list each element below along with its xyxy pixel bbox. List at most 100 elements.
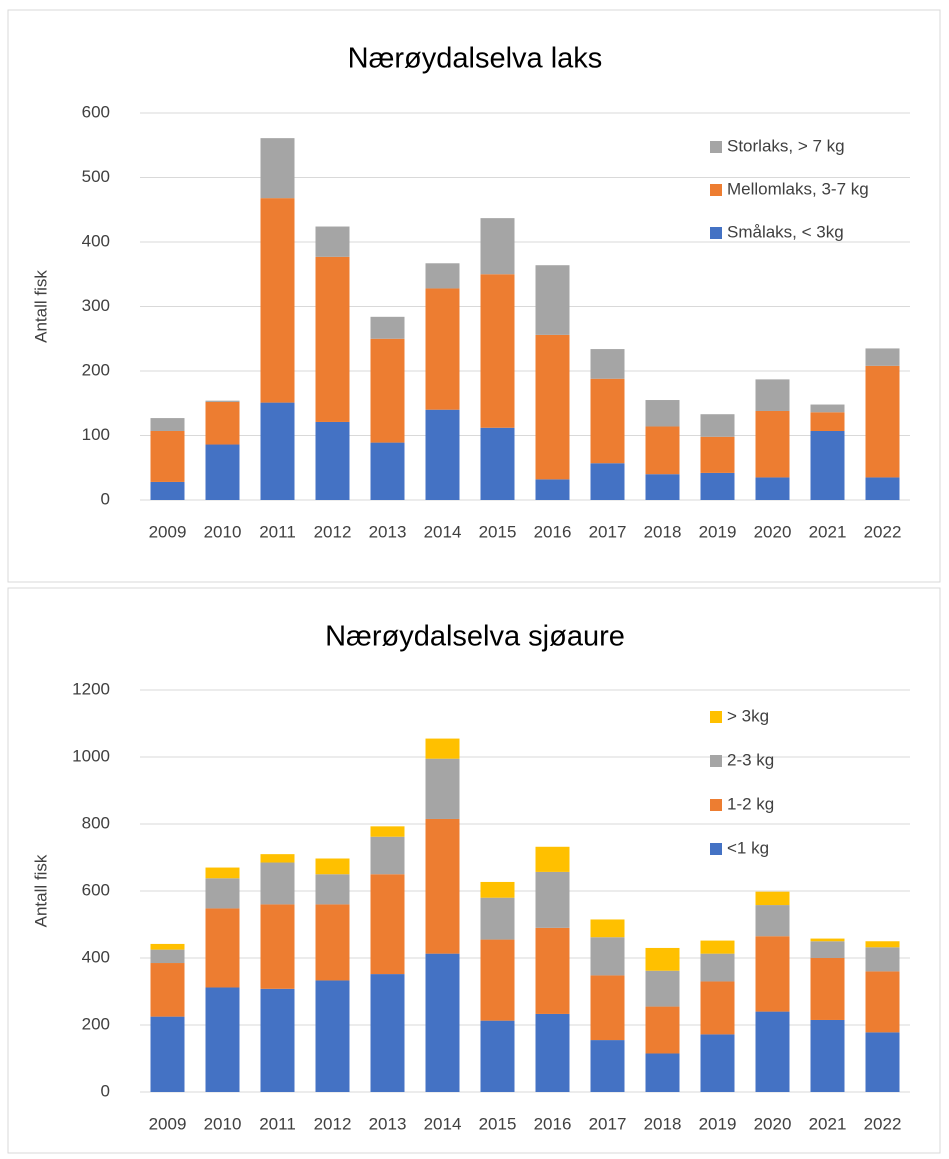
bar [535, 871, 570, 928]
bar [810, 941, 845, 958]
bar [865, 365, 900, 478]
y-axis-title: Antall fisk [31, 854, 50, 927]
bar [700, 981, 735, 1035]
x-tick-label: 2015 [479, 522, 517, 541]
bar [700, 1034, 735, 1092]
x-tick-label: 2010 [204, 522, 242, 541]
bar [260, 402, 295, 500]
x-tick-label: 2019 [699, 522, 737, 541]
x-tick-label: 2022 [864, 1114, 902, 1133]
x-tick-label: 2021 [809, 522, 847, 541]
bar [370, 442, 405, 500]
x-tick-label: 2013 [369, 522, 407, 541]
legend-label: <1 kg [727, 838, 769, 857]
bar [755, 936, 790, 1012]
x-tick-label: 2022 [864, 522, 902, 541]
bar [865, 971, 900, 1033]
bar [370, 836, 405, 875]
x-tick-label: 2016 [534, 522, 572, 541]
bar [425, 288, 460, 410]
bar [535, 927, 570, 1014]
y-tick-label: 600 [82, 102, 110, 121]
x-tick-label: 2012 [314, 522, 352, 541]
bar [645, 1006, 680, 1054]
y-tick-label: 200 [82, 1014, 110, 1033]
bar [205, 987, 240, 1092]
legend-label: 2-3 kg [727, 750, 774, 769]
bar [810, 430, 845, 500]
y-tick-label: 1000 [72, 746, 110, 765]
chart-title: Nærøydalselva sjøaure [325, 621, 625, 653]
legend-label: Storlaks, > 7 kg [727, 136, 845, 155]
bar [150, 430, 185, 482]
bar [315, 874, 350, 905]
bar [700, 953, 735, 982]
y-tick-label: 300 [82, 296, 110, 315]
bar [315, 980, 350, 1092]
y-tick-label: 600 [82, 880, 110, 899]
bar [150, 949, 185, 964]
legend-label: 1-2 kg [727, 794, 774, 813]
bar [755, 905, 790, 937]
x-tick-label: 2016 [534, 1114, 572, 1133]
y-tick-label: 500 [82, 167, 110, 186]
bar [150, 1016, 185, 1092]
bar [370, 974, 405, 1092]
bar [150, 943, 185, 950]
bar [425, 738, 460, 759]
bar [590, 349, 625, 379]
bar [810, 938, 845, 942]
bar [590, 919, 625, 938]
legend-swatch [710, 141, 722, 153]
bar [700, 940, 735, 954]
bar [425, 758, 460, 819]
bar [260, 198, 295, 403]
bar [810, 1019, 845, 1092]
bar [370, 874, 405, 975]
x-tick-label: 2018 [644, 1114, 682, 1133]
legend-swatch [710, 184, 722, 196]
bar [645, 947, 680, 971]
bar [755, 410, 790, 478]
bar [865, 947, 900, 972]
bar [315, 226, 350, 257]
legend-swatch [710, 755, 722, 767]
panel-border [7, 9, 941, 583]
bar [755, 477, 790, 500]
bar [260, 904, 295, 989]
x-tick-label: 2014 [424, 522, 462, 541]
panel-border [7, 587, 941, 1154]
bar [865, 941, 900, 948]
x-tick-label: 2015 [479, 1114, 517, 1133]
bar [260, 862, 295, 905]
x-tick-label: 2009 [149, 522, 187, 541]
bar [645, 400, 680, 427]
bar [480, 881, 515, 898]
bar [205, 867, 240, 879]
bar [645, 970, 680, 1007]
legend-label: Smålaks, < 3kg [727, 222, 844, 241]
bar [755, 1011, 790, 1092]
bar [480, 1020, 515, 1092]
bar [865, 348, 900, 366]
bar [150, 481, 185, 500]
x-tick-label: 2012 [314, 1114, 352, 1133]
y-tick-label: 0 [101, 489, 110, 508]
x-tick-label: 2019 [699, 1114, 737, 1133]
y-tick-label: 200 [82, 360, 110, 379]
bar [480, 939, 515, 1021]
x-tick-label: 2017 [589, 1114, 627, 1133]
bar [645, 1053, 680, 1092]
x-tick-label: 2009 [149, 1114, 187, 1133]
y-tick-label: 100 [82, 425, 110, 444]
bar [480, 218, 515, 275]
x-tick-label: 2018 [644, 522, 682, 541]
bar [590, 937, 625, 976]
y-tick-label: 800 [82, 813, 110, 832]
bar [535, 265, 570, 335]
x-tick-label: 2021 [809, 1114, 847, 1133]
y-tick-label: 400 [82, 231, 110, 250]
y-tick-label: 0 [101, 1081, 110, 1100]
bar [315, 256, 350, 422]
legend-swatch [710, 711, 722, 723]
